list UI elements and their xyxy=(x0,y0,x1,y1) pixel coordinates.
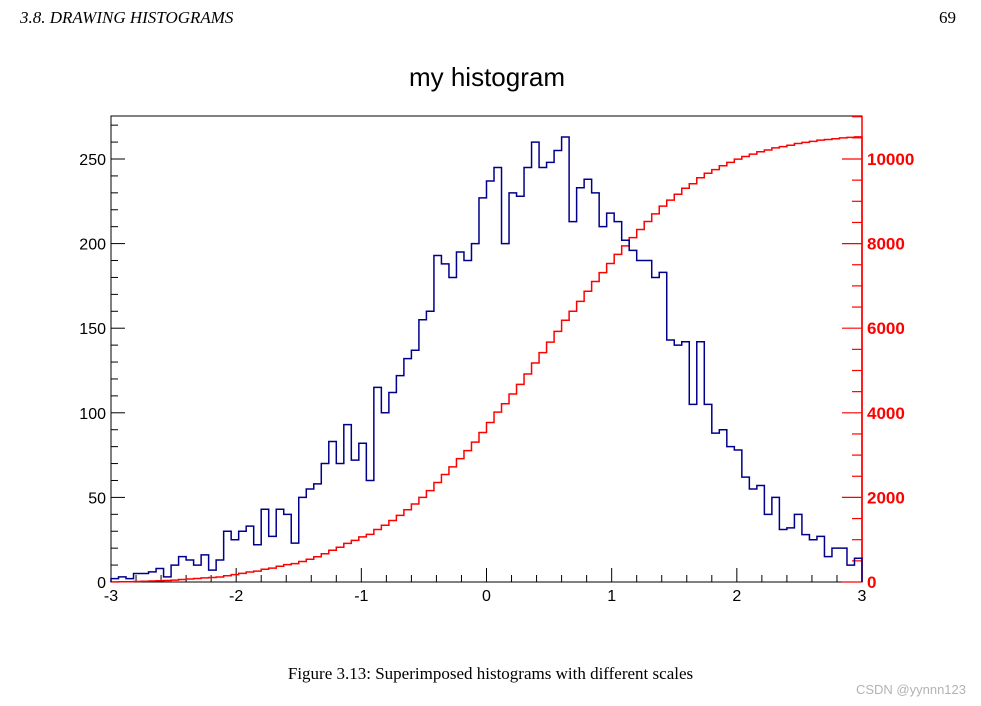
y-right-tick-label: 2000 xyxy=(867,488,905,507)
y-left-tick-label: 0 xyxy=(97,575,106,592)
y-left-tick-label: 100 xyxy=(79,406,106,423)
y-left-tick-label: 50 xyxy=(88,490,106,507)
running-head: 3.8. DRAWING HISTOGRAMS xyxy=(20,8,234,27)
y-left-tick-label: 250 xyxy=(79,152,106,169)
figure-caption: Figure 3.13: Superimposed histograms wit… xyxy=(287,664,694,683)
x-tick-label: 2 xyxy=(732,588,741,605)
chart-title: my histogram xyxy=(409,62,565,92)
y-right-tick-label: 8000 xyxy=(867,235,905,254)
y-left-tick-label: 150 xyxy=(79,321,106,338)
page-number: 69 xyxy=(939,8,956,27)
x-tick-label: -2 xyxy=(229,588,243,605)
histogram-line xyxy=(110,136,863,582)
watermark: CSDN @yynnn123 xyxy=(855,682,966,697)
x-tick-label: 3 xyxy=(858,588,867,605)
x-tick-label: 0 xyxy=(482,588,491,605)
y-right-tick-label: 4000 xyxy=(867,404,905,423)
axis-tick-labels: -3 -2 -1 0 1 2 3050100150200250020004000600080… xyxy=(79,150,914,605)
y-right-tick-label: 6000 xyxy=(867,319,905,338)
y-right-tick-label: 10000 xyxy=(867,150,914,169)
x-tick-label: -1 xyxy=(354,588,368,605)
cumulative-histogram-line xyxy=(110,136,863,583)
x-tick-label: 1 xyxy=(607,588,616,605)
y-left-tick-label: 200 xyxy=(79,237,106,254)
x-tick-label: -3 xyxy=(104,588,118,605)
y-right-tick-label: 0 xyxy=(867,573,876,592)
